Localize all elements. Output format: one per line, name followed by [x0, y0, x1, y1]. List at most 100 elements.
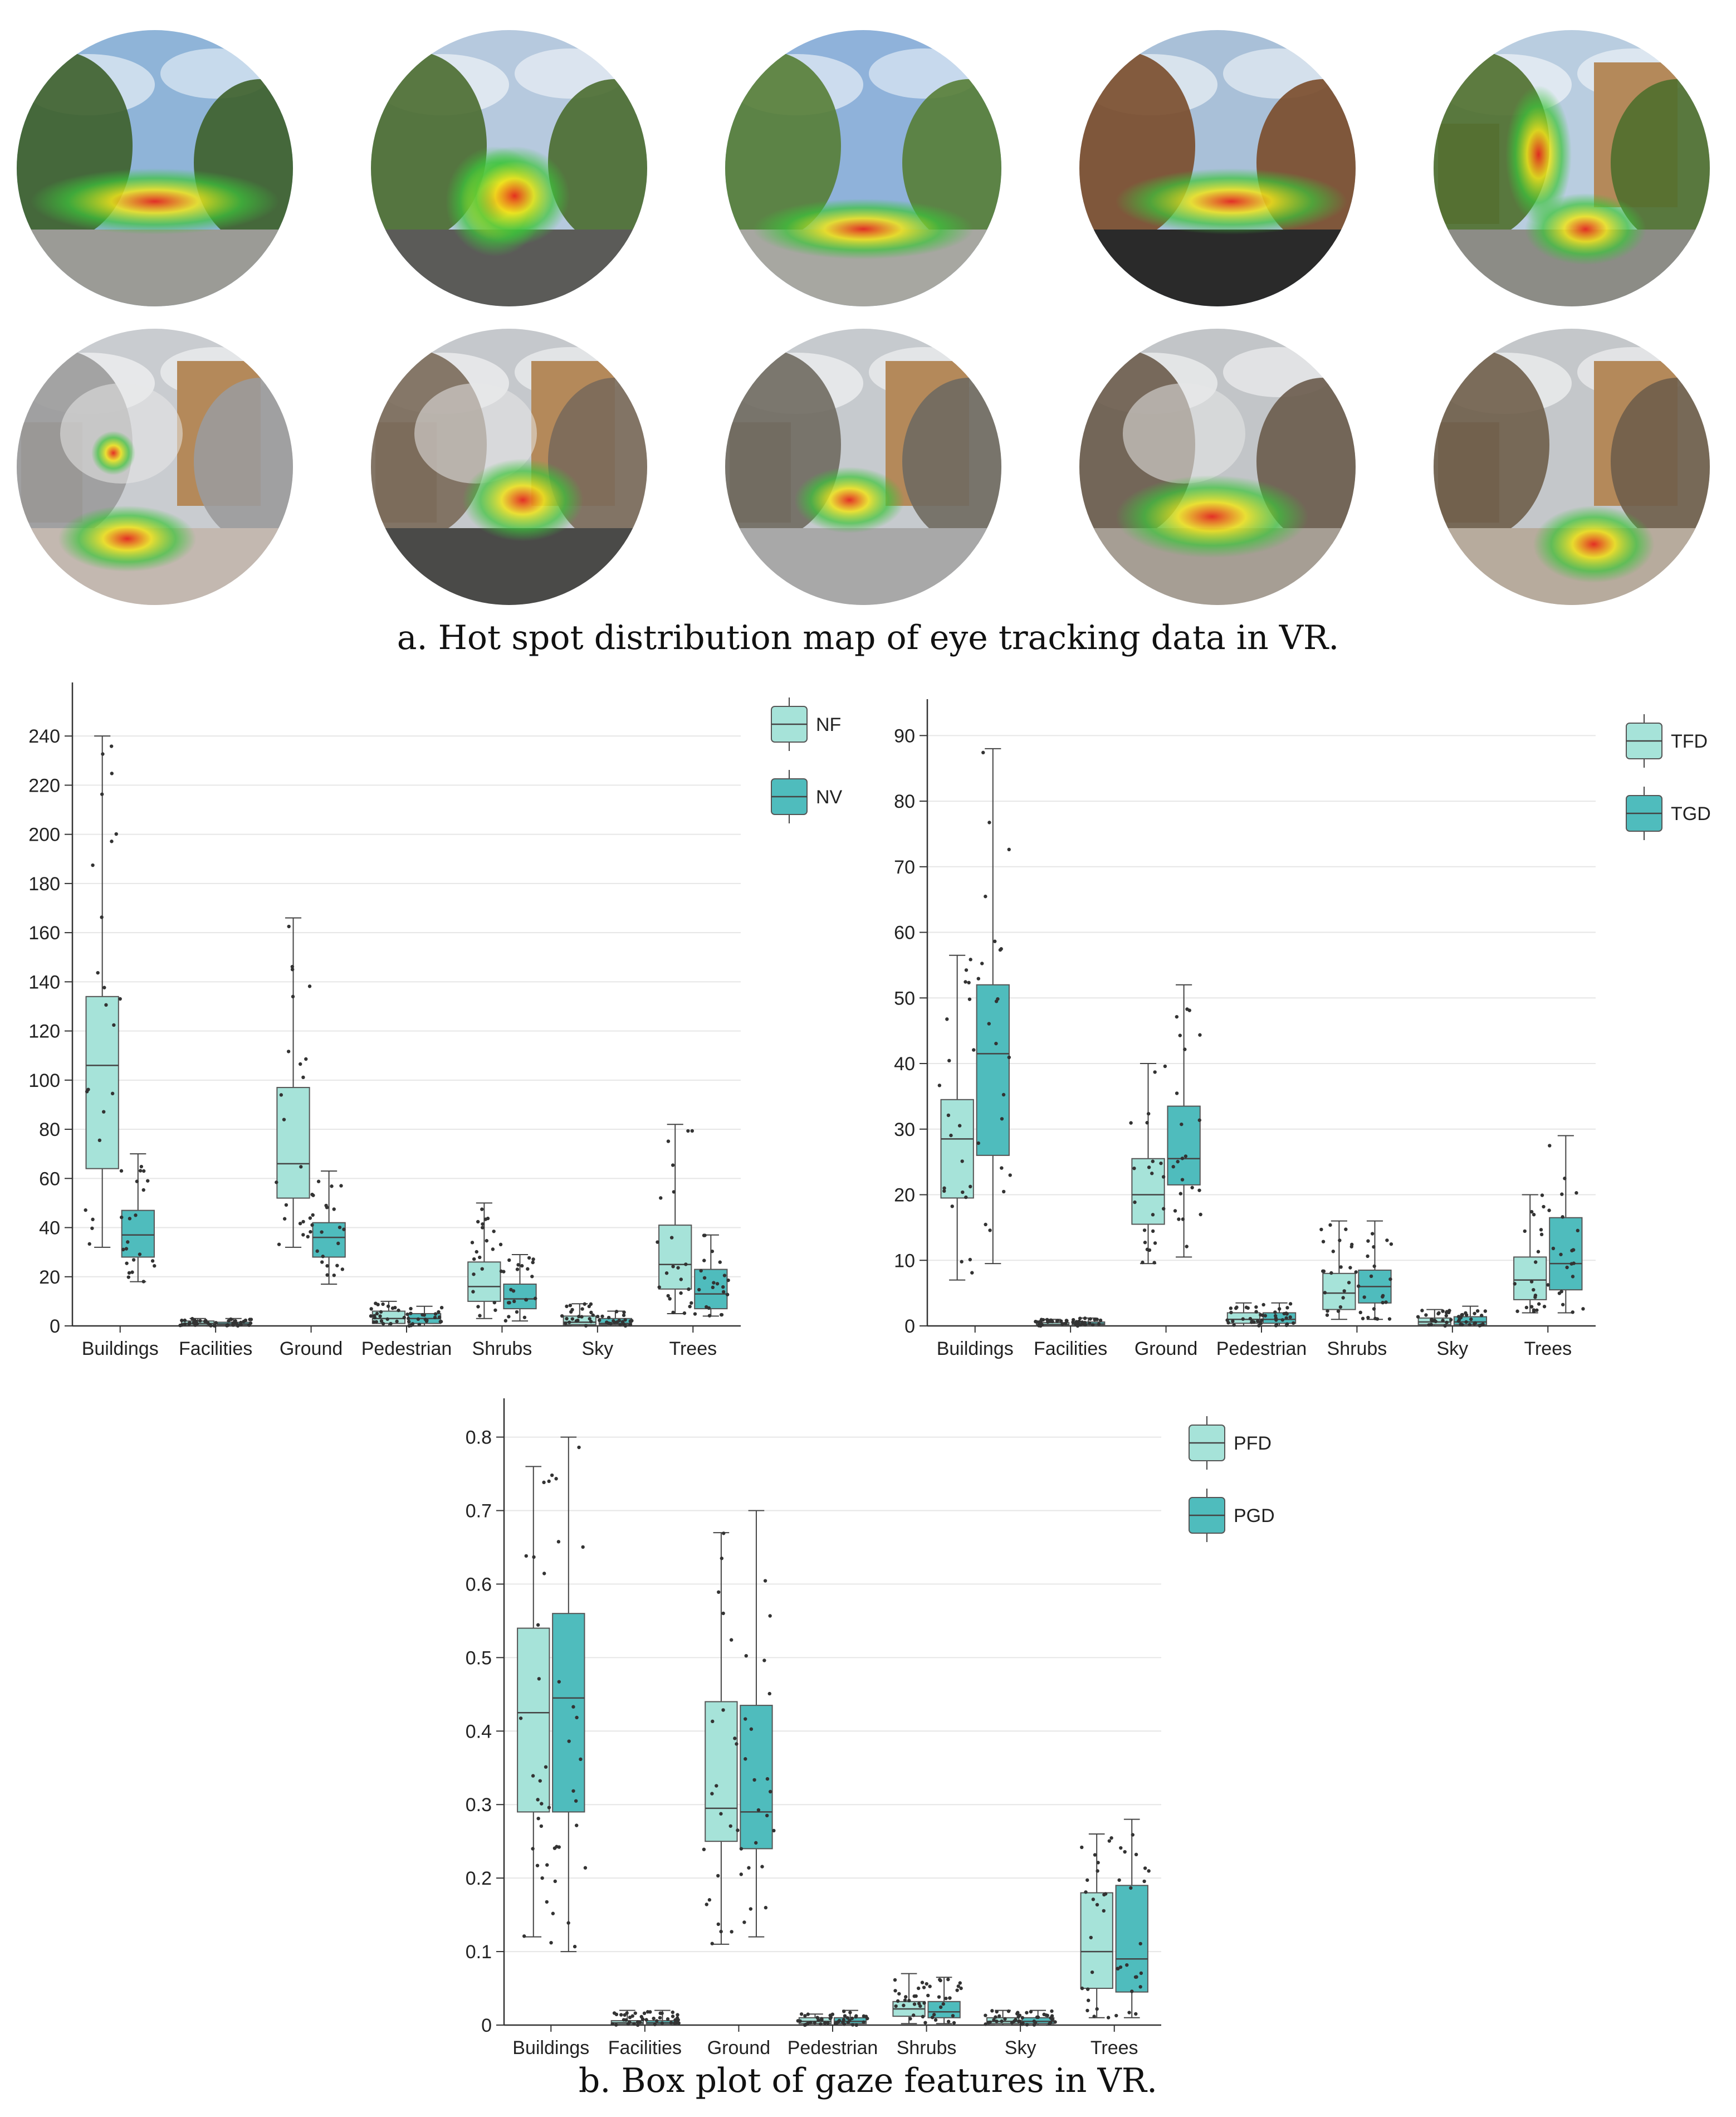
data-point — [1014, 2018, 1018, 2022]
data-point — [946, 1977, 950, 1982]
data-point — [1551, 1246, 1556, 1251]
data-point — [339, 1184, 343, 1188]
data-point — [1045, 1318, 1049, 1322]
data-point — [545, 1900, 549, 1904]
data-point — [959, 1986, 963, 1991]
data-point — [1231, 1319, 1235, 1323]
data-point — [1254, 1310, 1258, 1314]
data-point — [1064, 1319, 1069, 1323]
data-point — [1529, 1305, 1534, 1309]
data-point — [153, 1264, 157, 1268]
data-point — [1341, 1296, 1345, 1300]
data-point — [530, 1275, 534, 1279]
data-point — [739, 1847, 744, 1851]
data-point — [286, 1050, 291, 1053]
data-point — [369, 1307, 373, 1311]
data-point — [1370, 1232, 1375, 1236]
data-point — [141, 1169, 146, 1173]
data-point — [315, 1249, 319, 1253]
data-point — [1535, 1308, 1539, 1312]
legend-label: TFD — [1671, 731, 1708, 752]
data-point — [437, 1315, 442, 1319]
data-point — [828, 2013, 832, 2017]
box-iqr — [276, 1087, 310, 1199]
data-point — [1007, 1055, 1011, 1060]
data-point — [1178, 1033, 1182, 1037]
data-point — [338, 1225, 342, 1230]
data-point — [1387, 1317, 1392, 1321]
box-iqr — [517, 1627, 550, 1813]
data-point — [1483, 1309, 1488, 1313]
box-TFD-Trees — [1513, 1193, 1547, 1314]
data-point — [109, 744, 114, 748]
data-point — [1185, 1245, 1189, 1248]
data-point — [1053, 2020, 1057, 2024]
data-point — [375, 1311, 379, 1316]
data-point — [417, 1323, 422, 1326]
data-point — [707, 1898, 712, 1902]
data-point — [893, 1989, 897, 1993]
y-tick-label: 160 — [28, 923, 60, 944]
data-point — [560, 1314, 564, 1318]
data-point — [325, 1273, 329, 1277]
data-point — [1084, 1890, 1088, 1894]
data-point — [1282, 1311, 1286, 1316]
data-point — [1181, 1217, 1185, 1221]
data-point — [1524, 1305, 1529, 1310]
data-point — [1095, 1903, 1099, 1907]
data-point — [990, 2009, 994, 2013]
data-point — [124, 1247, 129, 1251]
data-point — [512, 1299, 516, 1304]
data-point — [538, 1779, 542, 1783]
data-point — [125, 1261, 129, 1265]
data-point — [287, 924, 291, 929]
data-point — [607, 1315, 611, 1320]
data-point — [848, 2011, 852, 2014]
data-point — [483, 1217, 488, 1221]
data-point — [509, 1287, 513, 1292]
legend-label: NV — [816, 787, 843, 808]
data-point — [1321, 1240, 1326, 1243]
data-point — [1523, 1229, 1527, 1233]
data-point — [1177, 1217, 1181, 1221]
data-point — [298, 1221, 302, 1226]
box-PFD-Facilities — [610, 2009, 647, 2027]
data-point — [1138, 1942, 1142, 1946]
data-point — [612, 1319, 615, 1323]
data-point — [772, 1828, 776, 1833]
data-point — [1432, 1318, 1437, 1323]
data-point — [471, 1290, 475, 1294]
data-point — [1441, 1318, 1445, 1323]
data-point — [1449, 1318, 1453, 1322]
data-point — [819, 2022, 823, 2026]
data-point — [1381, 1295, 1385, 1299]
data-point — [730, 1930, 733, 1934]
data-point — [1095, 1318, 1099, 1321]
y-tick-label: 70 — [894, 857, 915, 878]
data-point — [439, 1320, 443, 1324]
data-point — [1114, 2013, 1118, 2018]
data-point — [320, 1230, 324, 1234]
data-point — [409, 1311, 413, 1315]
box-PFD-Shrubs — [892, 1973, 927, 2025]
box-TGD-Pedestrian — [1260, 1302, 1297, 1328]
data-point — [679, 1291, 683, 1295]
data-point — [850, 2023, 855, 2027]
data-point — [564, 1321, 568, 1325]
data-point — [1532, 1310, 1536, 1314]
data-point — [1427, 1323, 1431, 1327]
data-point — [813, 2021, 816, 2025]
x-tick-label: Pedestrian — [361, 1338, 452, 1359]
data-point — [212, 1324, 216, 1328]
data-point — [912, 2002, 917, 2006]
data-point — [702, 1259, 706, 1262]
data-point — [480, 1267, 484, 1271]
data-point — [1098, 1318, 1103, 1323]
data-point — [527, 1256, 531, 1260]
data-point — [1085, 1987, 1090, 1991]
data-point — [749, 1907, 753, 1911]
data-point — [588, 1316, 591, 1321]
data-point — [1008, 1173, 1012, 1177]
box-chart-1: 0 20 40 60 80 100 120 140 160 180 200 220 240 Buildin… — [28, 682, 843, 1359]
